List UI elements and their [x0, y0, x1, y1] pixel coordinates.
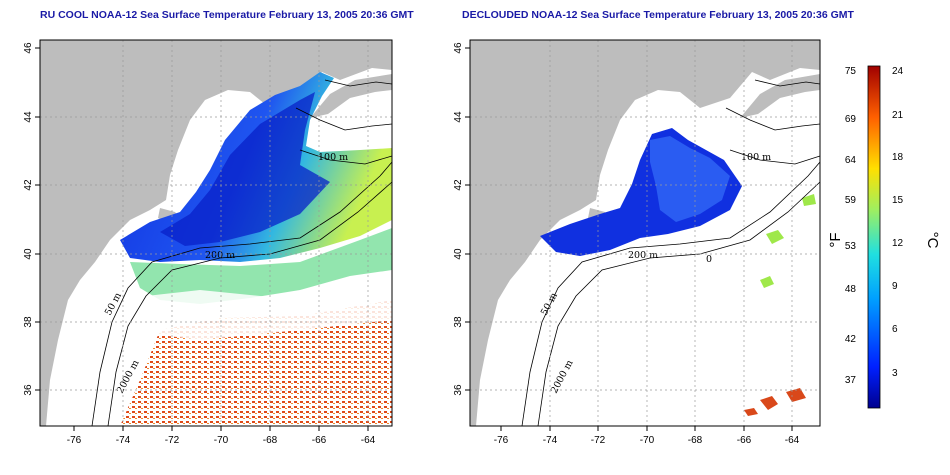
lat-tick-label: 40: [453, 248, 464, 260]
lat-lon-grid: [470, 40, 820, 426]
sst-warm-patches: [744, 388, 806, 416]
lat-tick-label: 42: [453, 179, 464, 191]
lat-tick-label: 36: [453, 384, 464, 396]
celsius-tick: 9: [892, 281, 898, 292]
fahrenheit-tick: 59: [845, 195, 857, 206]
contour-label-100m: 100 m: [318, 152, 348, 163]
left-map-title: RU COOL NOAA-12 Sea Surface Temperature …: [40, 9, 414, 21]
lon-tick-label: -72: [591, 435, 606, 446]
fahrenheit-tick: 69: [845, 114, 857, 125]
fahrenheit-unit-label: °F: [827, 232, 844, 247]
land-mass: [470, 40, 820, 426]
lat-tick-label: 38: [23, 316, 34, 328]
nova-scotia: [310, 74, 392, 118]
lat-tick-label: 44: [453, 111, 464, 123]
map-frame: [39, 39, 393, 427]
sst-cold-core: [160, 92, 330, 246]
lon-tick-label: -66: [737, 435, 752, 446]
contour-label-0: 0: [706, 254, 712, 265]
cloud-gap: [110, 284, 392, 340]
celsius-tick: 24: [892, 66, 904, 77]
fahrenheit-tick: 37: [845, 375, 857, 386]
lon-tick-label: -70: [640, 435, 655, 446]
bathymetry-contours: [91, 79, 393, 427]
lon-tick-label: -68: [263, 435, 278, 446]
fahrenheit-tick-labels: 75 69 64 59 53 48 42 37: [845, 66, 857, 386]
land-mass: [40, 40, 392, 426]
lat-tick-label: 46: [453, 42, 464, 54]
axis-ticks: [35, 47, 369, 431]
contour-label-200m: 200 m: [205, 250, 235, 261]
bathymetry-contours: [521, 79, 821, 427]
nova-scotia: [740, 74, 820, 118]
celsius-tick: 12: [892, 238, 904, 249]
celsius-tick: 6: [892, 324, 898, 335]
latitude-tick-labels: 46 44 42 40 38 36: [453, 42, 464, 396]
fahrenheit-tick: 48: [845, 284, 857, 295]
celsius-unit-label: °C: [924, 232, 941, 249]
longitude-tick-labels: -76 -74 -72 -70 -68 -66 -64: [67, 435, 376, 446]
fahrenheit-tick: 42: [845, 334, 857, 345]
celsius-tick: 15: [892, 195, 904, 206]
fahrenheit-tick: 64: [845, 155, 857, 166]
temperature-colorbar: 75 69 64 59 53 48 42 37 24 21 18 15 12 9…: [827, 65, 941, 409]
sst-cold-core: [650, 136, 730, 222]
lon-tick-label: -76: [494, 435, 509, 446]
map-frame: [469, 39, 821, 427]
celsius-tick: 18: [892, 152, 904, 163]
lat-tick-label: 46: [23, 42, 34, 54]
celsius-tick: 21: [892, 110, 904, 121]
sst-mid-area: [130, 228, 392, 304]
lon-tick-label: -74: [543, 435, 558, 446]
colorbar-gradient: [867, 65, 881, 409]
axis-ticks: [465, 47, 793, 431]
lat-tick-label: 42: [23, 179, 34, 191]
lon-tick-label: -64: [785, 435, 800, 446]
latitude-tick-labels: 46 44 42 40 38 36: [23, 42, 34, 396]
longitude-tick-labels: -76 -74 -72 -70 -68 -66 -64: [494, 435, 800, 446]
lon-tick-label: -76: [67, 435, 82, 446]
right-map-panel: 100 m 200 m 0 50 m 2000 m -76 -74 -72: [453, 39, 821, 446]
contour-label-200m: 200 m: [628, 250, 658, 261]
lon-tick-label: -70: [214, 435, 229, 446]
celsius-tick-labels: 24 21 18 15 12 9 6 3: [892, 66, 904, 379]
contour-label-100m: 100 m: [741, 152, 771, 163]
celsius-tick: 3: [892, 368, 898, 379]
left-map-panel: 100 m 200 m 50 m 2000 m -76 -74 -72: [23, 39, 393, 446]
lon-tick-label: -66: [312, 435, 327, 446]
right-map-title: DECLOUDED NOAA-12 Sea Surface Temperatur…: [462, 9, 854, 21]
lon-tick-label: -68: [688, 435, 703, 446]
fahrenheit-tick: 53: [845, 241, 857, 252]
lon-tick-label: -64: [361, 435, 376, 446]
lat-tick-label: 40: [23, 248, 34, 260]
lat-tick-label: 44: [23, 111, 34, 123]
lat-tick-label: 38: [453, 316, 464, 328]
lon-tick-label: -74: [116, 435, 131, 446]
sst-mid-patches: [760, 194, 816, 288]
lat-tick-label: 36: [23, 384, 34, 396]
lat-lon-grid: [40, 40, 392, 426]
fahrenheit-tick: 75: [845, 66, 857, 77]
lon-tick-label: -72: [165, 435, 180, 446]
